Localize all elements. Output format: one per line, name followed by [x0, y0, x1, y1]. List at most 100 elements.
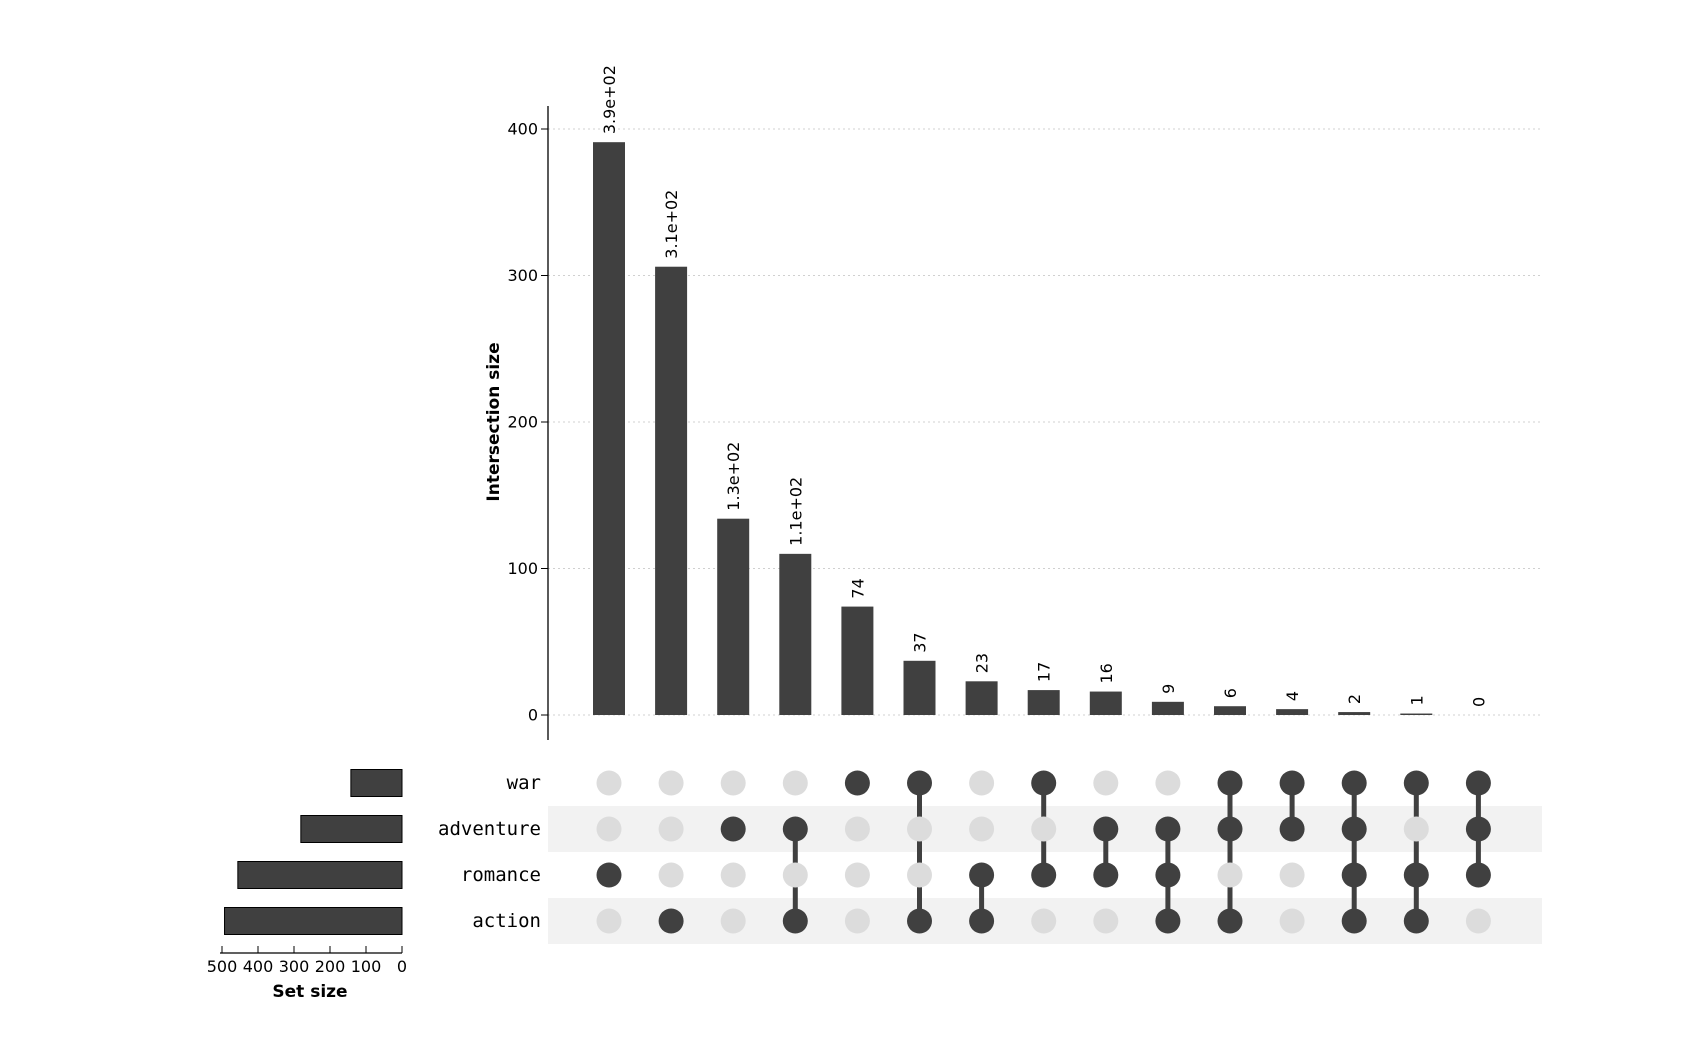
matrix-dot-active — [1465, 862, 1491, 888]
set-size-tick-label: 100 — [351, 957, 382, 976]
matrix-dot-active — [1279, 816, 1305, 842]
set-name-label: war — [507, 772, 541, 794]
matrix-dot-active — [1403, 862, 1429, 888]
set-size-title: Set size — [272, 982, 347, 1002]
set-size-bar — [224, 907, 403, 935]
matrix-dot-active — [1031, 770, 1057, 796]
bar-value-label: 1 — [1407, 695, 1426, 705]
matrix-dot-active — [1031, 862, 1057, 888]
intersection-bar — [1338, 712, 1371, 715]
intersection-bar — [903, 660, 936, 715]
set-size-tick-label: 0 — [397, 957, 407, 976]
set-size-bar — [237, 861, 403, 889]
matrix-dot-inactive — [1217, 862, 1243, 888]
matrix-dot-inactive — [1031, 816, 1057, 842]
matrix-dot-inactive — [596, 770, 622, 796]
intersection-bar — [1400, 713, 1433, 715]
matrix-dot-active — [1217, 908, 1243, 934]
matrix-dot-inactive — [658, 816, 684, 842]
intersection-bar — [717, 518, 750, 715]
matrix-dot-inactive — [1031, 908, 1057, 934]
bar-value-label: 9 — [1159, 684, 1178, 694]
matrix-dot-active — [1403, 908, 1429, 934]
matrix-dot-inactive — [782, 770, 808, 796]
matrix-dot-active — [1341, 770, 1367, 796]
matrix-dot-active — [969, 908, 995, 934]
bar-value-label: 3.1e+02 — [662, 190, 681, 259]
matrix-dot-inactive — [969, 816, 995, 842]
matrix-dot-inactive — [658, 770, 684, 796]
matrix-dot-active — [969, 862, 995, 888]
bar-value-label: 4 — [1283, 691, 1302, 701]
set-size-tick-label: 500 — [207, 957, 238, 976]
bar-value-label: 23 — [973, 653, 992, 673]
y-tick-label: 0 — [528, 706, 538, 725]
matrix-dot-inactive — [907, 862, 932, 888]
matrix-dot-active — [1403, 770, 1429, 796]
bar-value-label: 1.3e+02 — [724, 442, 743, 511]
matrix-dot-active — [1279, 770, 1305, 796]
matrix-dot-active — [1341, 862, 1367, 888]
matrix-dot-active — [720, 816, 746, 842]
matrix-dot-active — [782, 908, 808, 934]
bar-value-label: 0 — [1469, 697, 1488, 707]
intersection-bar — [593, 142, 625, 715]
matrix-dot-active — [1217, 816, 1243, 842]
matrix-dot-inactive — [596, 908, 622, 934]
y-tick-label: 400 — [507, 120, 538, 139]
set-size-bar — [350, 769, 403, 797]
set-size-tick-label: 200 — [315, 957, 346, 976]
matrix-dot-inactive — [1279, 862, 1305, 888]
matrix-dot-inactive — [844, 908, 870, 934]
matrix-dot-active — [907, 770, 932, 796]
matrix-dot-active — [1093, 862, 1119, 888]
set-size-bar — [300, 815, 403, 843]
intersection-bar — [1089, 691, 1122, 715]
matrix-dot-active — [782, 816, 808, 842]
matrix-dot-active — [907, 908, 932, 934]
intersection-bar — [1214, 706, 1246, 715]
matrix-dot-active — [596, 862, 622, 888]
matrix-dot-inactive — [1279, 908, 1305, 934]
bar-value-label: 6 — [1221, 688, 1240, 698]
matrix-dot-inactive — [1403, 816, 1429, 842]
matrix-dot-active — [1465, 770, 1491, 796]
y-tick-label: 200 — [507, 413, 538, 432]
intersection-bar — [655, 266, 688, 715]
matrix-dot-inactive — [1155, 770, 1181, 796]
matrix-dot-active — [1093, 816, 1119, 842]
matrix-dot-active — [1341, 908, 1367, 934]
intersection-bar — [779, 553, 812, 715]
set-size-tick-label: 400 — [243, 957, 274, 976]
matrix-dot-inactive — [844, 816, 870, 842]
bar-value-label: 1.1e+02 — [786, 477, 805, 546]
matrix-dot-inactive — [658, 862, 684, 888]
matrix-dot-active — [1465, 816, 1491, 842]
bar-value-label: 17 — [1035, 662, 1054, 682]
y-tick-label: 100 — [507, 559, 538, 578]
intersection-bar — [965, 681, 998, 715]
bar-value-label: 16 — [1097, 663, 1116, 683]
intersection-bar — [1151, 701, 1184, 715]
intersection-bar — [1027, 690, 1060, 715]
matrix-dot-inactive — [1093, 770, 1119, 796]
matrix-dot-inactive — [720, 770, 746, 796]
set-name-label: adventure — [438, 818, 541, 840]
set-size-tick-label: 300 — [279, 957, 310, 976]
bar-value-label: 74 — [848, 578, 867, 598]
set-name-label: romance — [461, 864, 541, 886]
matrix-dot-active — [1341, 816, 1367, 842]
matrix-dot-active — [1155, 862, 1181, 888]
matrix-dot-inactive — [782, 862, 808, 888]
matrix-dot-active — [1155, 816, 1181, 842]
matrix-dot-active — [844, 770, 870, 796]
matrix-dot-inactive — [720, 908, 746, 934]
bar-value-label: 2 — [1345, 694, 1364, 704]
y-tick-label: 300 — [507, 266, 538, 285]
matrix-dot-inactive — [907, 816, 932, 842]
matrix-dot-inactive — [1465, 908, 1491, 934]
matrix-dot-active — [658, 908, 684, 934]
matrix-dot-inactive — [596, 816, 622, 842]
bar-value-label: 37 — [911, 632, 930, 652]
